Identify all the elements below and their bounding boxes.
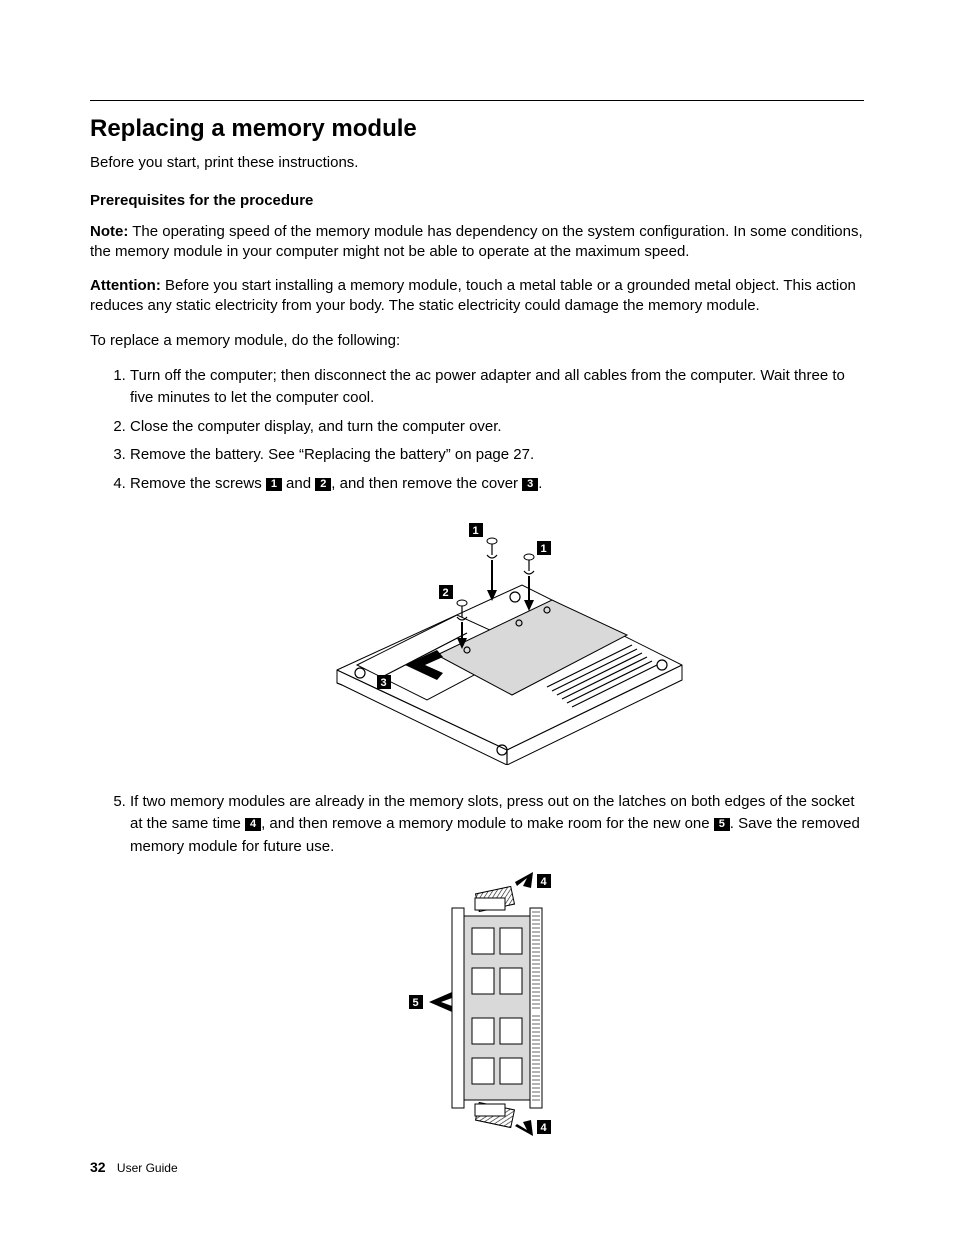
step-1: Turn off the computer; then disconnect t… xyxy=(130,365,864,410)
lead-in-text: To replace a memory module, do the follo… xyxy=(90,331,864,351)
figure-memory-module: 4 4 5 xyxy=(130,868,864,1146)
callout-2-fig: 2 xyxy=(443,587,449,599)
document-page: Replacing a memory module Before you sta… xyxy=(0,0,954,1235)
page-footer: 32 User Guide xyxy=(90,1159,178,1175)
step4-b: and xyxy=(282,475,315,492)
callout-1-box: 1 xyxy=(469,523,483,537)
procedure-list: Turn off the computer; then disconnect t… xyxy=(90,365,864,1146)
callout-4-inline: 4 xyxy=(245,818,261,831)
callout-4-top-fig: 4 xyxy=(541,876,548,888)
step5-b: , and then remove a memory module to mak… xyxy=(261,815,714,832)
callout-5-box: 5 xyxy=(409,995,423,1009)
note-label: Note: xyxy=(90,223,128,240)
step-3: Remove the battery. See “Replacing the b… xyxy=(130,444,864,467)
callout-4-bot-fig: 4 xyxy=(541,1122,548,1134)
callout-5-fig: 5 xyxy=(413,997,419,1009)
callout-3-inline: 3 xyxy=(522,478,538,491)
callout-2-inline: 2 xyxy=(315,478,331,491)
note-paragraph: Note: The operating speed of the memory … xyxy=(90,222,864,263)
footer-label: User Guide xyxy=(117,1161,178,1175)
attention-label: Attention: xyxy=(90,277,161,294)
step-2: Close the computer display, and turn the… xyxy=(130,416,864,439)
intro-text: Before you start, print these instructio… xyxy=(90,153,864,173)
callout-4-top-box: 4 xyxy=(537,874,551,888)
note-text: The operating speed of the memory module… xyxy=(90,223,863,260)
callout-1-fig: 1 xyxy=(473,525,479,537)
horizontal-rule xyxy=(90,100,864,101)
prereq-heading: Prerequisites for the procedure xyxy=(90,191,864,211)
callout-1-inline: 1 xyxy=(266,478,282,491)
footer-page-number: 32 xyxy=(90,1159,106,1175)
laptop-diagram-svg: 1 1 2 3 xyxy=(297,505,697,765)
callout-5-inline: 5 xyxy=(714,818,730,831)
step4-a: Remove the screws xyxy=(130,475,266,492)
callout-3-box: 3 xyxy=(377,675,391,689)
callout-4-bot-box: 4 xyxy=(537,1120,551,1134)
step-5: If two memory modules are already in the… xyxy=(130,791,864,1146)
callout-3-fig: 3 xyxy=(381,677,387,689)
step4-d: . xyxy=(538,475,542,492)
page-title: Replacing a memory module xyxy=(90,115,864,143)
step-4: Remove the screws 1 and 2, and then remo… xyxy=(130,473,864,773)
step4-c: , and then remove the cover xyxy=(331,475,522,492)
callout-1b-fig: 1 xyxy=(541,543,547,555)
callout-2-box: 2 xyxy=(439,585,453,599)
figure-laptop-bottom: 1 1 2 3 xyxy=(130,505,864,773)
memory-diagram-svg: 4 4 5 xyxy=(397,868,597,1138)
attention-paragraph: Attention: Before you start installing a… xyxy=(90,276,864,317)
callout-1b-box: 1 xyxy=(537,541,551,555)
attention-text: Before you start installing a memory mod… xyxy=(90,277,856,314)
